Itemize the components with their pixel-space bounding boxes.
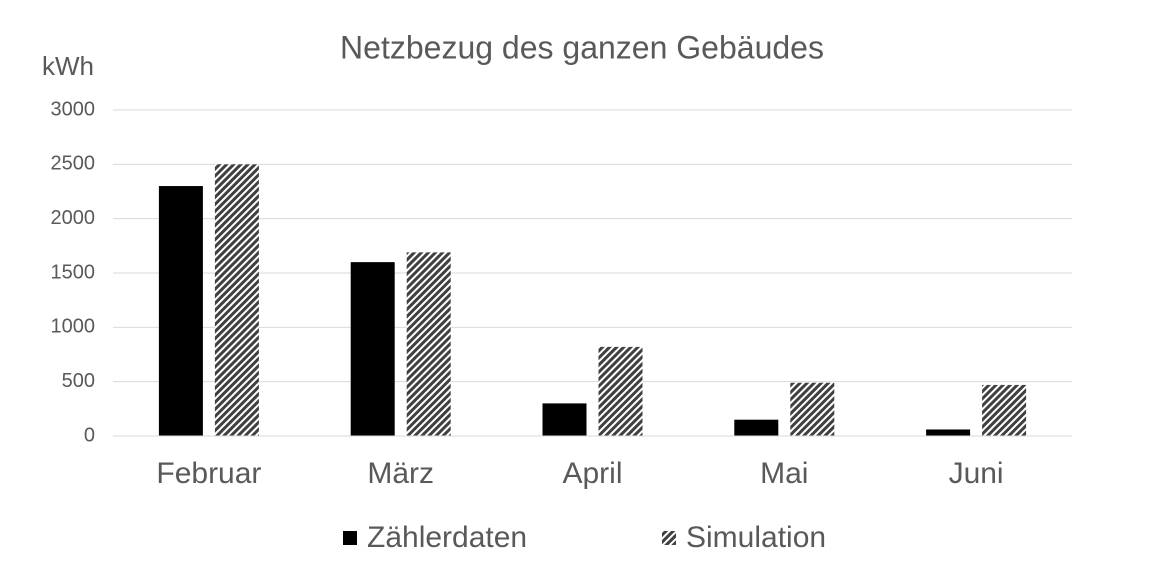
- y-tick-label: 3000: [51, 98, 96, 120]
- bar: [598, 346, 643, 436]
- x-tick-label: April: [562, 457, 622, 490]
- x-tick-label: Mai: [760, 457, 808, 490]
- bar: [982, 384, 1027, 436]
- bar: [542, 403, 587, 436]
- bar: [214, 164, 259, 437]
- bar: [406, 252, 451, 436]
- legend-label: Zählerdaten: [367, 521, 527, 554]
- bar: [926, 429, 971, 436]
- chart-title: Netzbezug des ganzen Gebäudes: [340, 29, 824, 65]
- bar: [790, 382, 835, 436]
- y-tick-label: 1500: [51, 261, 96, 283]
- x-tick-label: Juni: [949, 457, 1004, 490]
- y-tick-label: 0: [84, 424, 95, 446]
- y-tick-label: 2000: [51, 207, 96, 229]
- x-tick-label: März: [367, 457, 434, 490]
- y-tick-label: 500: [62, 370, 95, 392]
- bar: [350, 262, 395, 436]
- legend-swatch: [343, 531, 357, 545]
- bar: [734, 419, 779, 436]
- legend-label: Simulation: [686, 521, 826, 554]
- x-tick-label: Februar: [156, 457, 261, 490]
- bar: [158, 186, 203, 436]
- y-axis-label: kWh: [42, 51, 94, 81]
- y-tick-label: 2500: [51, 153, 96, 175]
- legend-swatch: [662, 531, 676, 545]
- y-tick-label: 1000: [51, 316, 96, 338]
